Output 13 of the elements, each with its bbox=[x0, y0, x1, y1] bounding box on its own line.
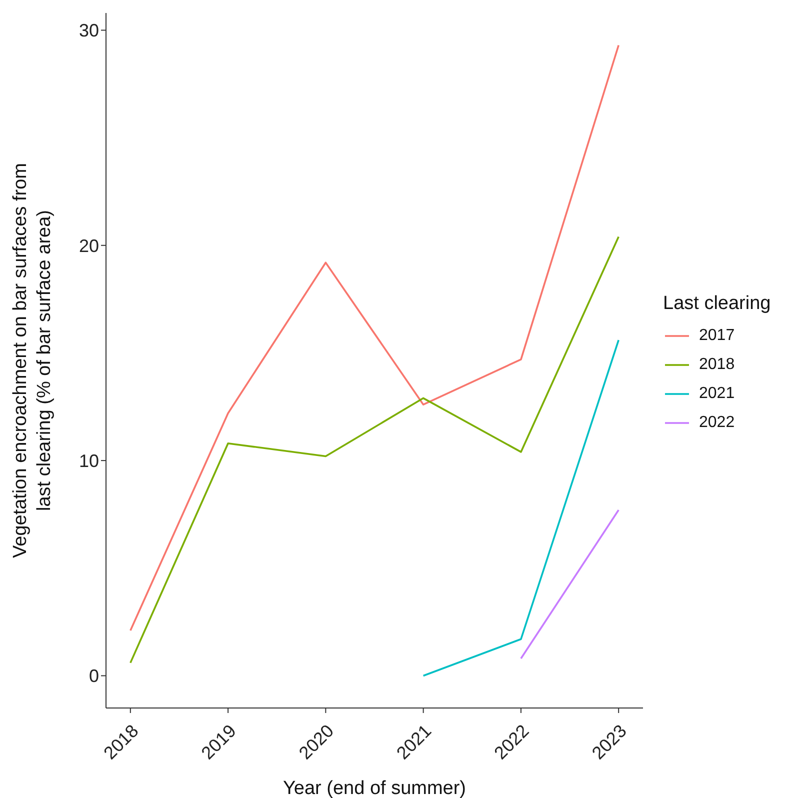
y-tick-label: 0 bbox=[88, 666, 99, 686]
legend-label: 2022 bbox=[699, 414, 735, 432]
x-axis-title: Year (end of summer) bbox=[282, 778, 466, 798]
y-tick-label: 10 bbox=[78, 450, 99, 471]
legend-label: 2017 bbox=[699, 326, 735, 344]
line-series bbox=[130, 44, 620, 632]
legend-title: Last clearing bbox=[663, 293, 771, 315]
y-tick-label: 30 bbox=[78, 20, 99, 41]
y-axis-title: Vegetation encroachment on bar surfaces from last clearing (% of bar surface area) bbox=[10, 162, 55, 558]
legend-label: 2021 bbox=[699, 384, 735, 402]
line-series bbox=[130, 236, 620, 664]
y-tick-label: 20 bbox=[78, 236, 99, 256]
legend-label: 2018 bbox=[699, 356, 735, 374]
